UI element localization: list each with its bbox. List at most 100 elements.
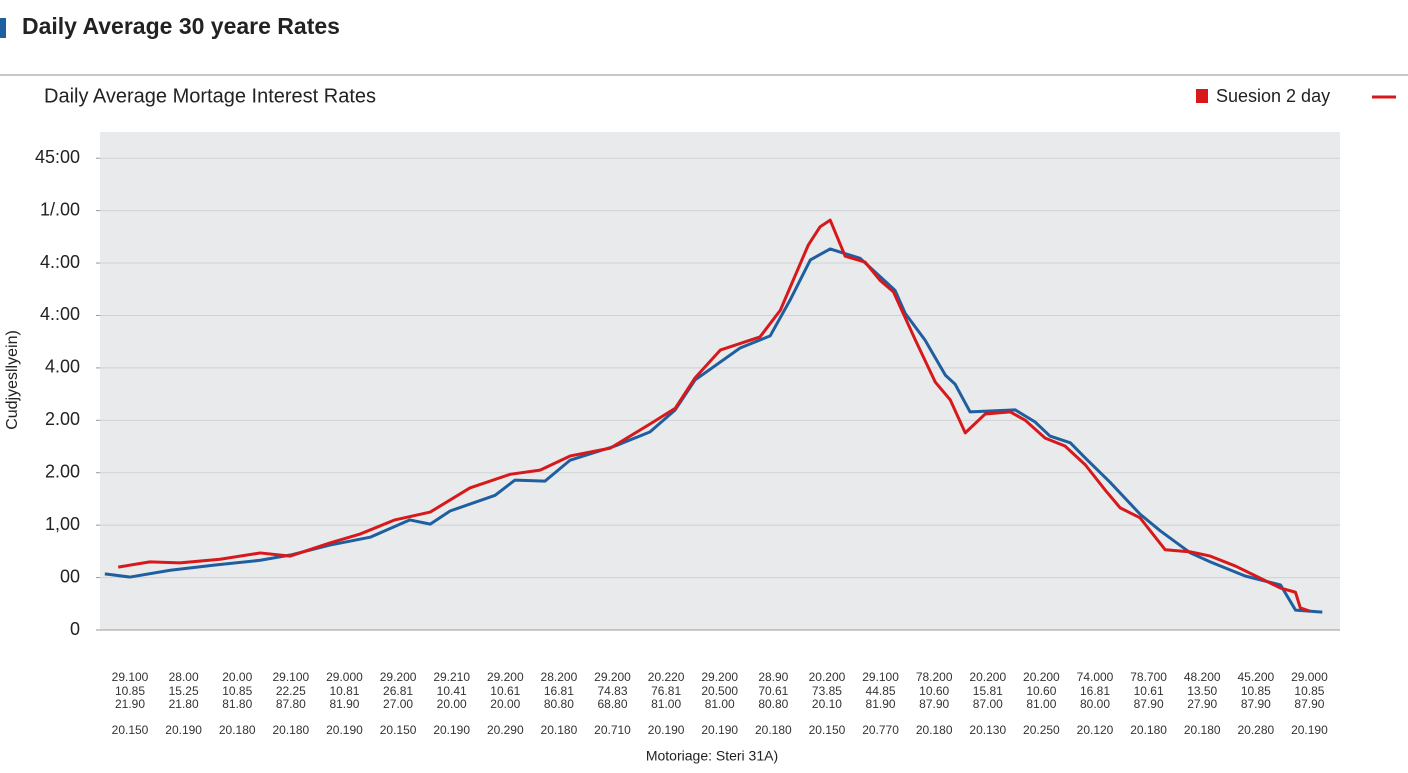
x-tick-sublabel: 20.180 xyxy=(1130,723,1167,737)
y-tick-label: 2.00 xyxy=(45,461,80,481)
x-tick-sublabel: 20.120 xyxy=(1077,723,1114,737)
x-tick-sublabel: 80.80 xyxy=(544,697,574,711)
x-tick-sublabel: 87.80 xyxy=(276,697,306,711)
x-tick-sublabel: 20.180 xyxy=(273,723,310,737)
y-tick-label: 1/.00 xyxy=(40,199,80,219)
x-tick-sublabel: 21.80 xyxy=(169,697,199,711)
x-tick-sublabel: 10.85 xyxy=(115,684,145,698)
x-tick-label: 29.000 xyxy=(326,670,363,684)
x-tick-label: 29.200 xyxy=(380,670,417,684)
x-tick-sublabel: 20.10 xyxy=(812,697,842,711)
x-tick-label: 28.200 xyxy=(541,670,578,684)
x-tick-sublabel: 20.190 xyxy=(1291,723,1328,737)
x-tick-sublabel: 74.83 xyxy=(597,684,627,698)
x-tick-sublabel: 80.00 xyxy=(1080,697,1110,711)
x-tick-label: 29.210 xyxy=(433,670,470,684)
x-tick-sublabel: 22.25 xyxy=(276,684,306,698)
x-tick-label: 20.220 xyxy=(648,670,685,684)
x-tick-label: 20.200 xyxy=(969,670,1006,684)
x-tick-sublabel: 20.500 xyxy=(701,684,738,698)
x-tick-sublabel: 10.60 xyxy=(1026,684,1056,698)
y-axis-title: Cudjyesllyein) xyxy=(4,330,21,430)
x-tick-label: 29.200 xyxy=(701,670,738,684)
y-tick-label: 00 xyxy=(60,566,80,586)
x-tick-sublabel: 27.90 xyxy=(1187,697,1217,711)
x-tick-sublabel: 16.81 xyxy=(1080,684,1110,698)
y-tick-label: 4.:00 xyxy=(40,304,80,324)
y-tick-label: 0 xyxy=(70,619,80,639)
x-tick-label: 29.100 xyxy=(862,670,899,684)
y-tick-label: 1,00 xyxy=(45,514,80,534)
y-tick-label: 45:00 xyxy=(35,147,80,167)
x-tick-sublabel: 20.190 xyxy=(648,723,685,737)
x-tick-sublabel: 15.25 xyxy=(169,684,199,698)
x-tick-label: 20.200 xyxy=(809,670,846,684)
plot-area xyxy=(100,132,1340,630)
legend-label: Suesion 2 day xyxy=(1216,86,1330,106)
x-tick-sublabel: 10.81 xyxy=(329,684,359,698)
x-tick-sublabel: 20.180 xyxy=(219,723,256,737)
x-tick-sublabel: 20.150 xyxy=(380,723,417,737)
x-tick-label: 74.000 xyxy=(1077,670,1114,684)
x-tick-sublabel: 87.90 xyxy=(1294,697,1324,711)
y-tick-label: 4.00 xyxy=(45,357,80,377)
x-tick-sublabel: 10.61 xyxy=(1134,684,1164,698)
x-tick-sublabel: 73.85 xyxy=(812,684,842,698)
x-tick-sublabel: 13.50 xyxy=(1187,684,1217,698)
x-tick-sublabel: 10.41 xyxy=(437,684,467,698)
series-line xyxy=(104,247,1323,614)
y-tick-label: 4.:00 xyxy=(40,252,80,272)
x-tick-label: 29.100 xyxy=(112,670,149,684)
x-tick-sublabel: 21.90 xyxy=(115,697,145,711)
x-tick-sublabel: 44.85 xyxy=(866,684,896,698)
x-tick-label: 45.200 xyxy=(1237,670,1274,684)
x-tick-sublabel: 20.130 xyxy=(969,723,1006,737)
x-tick-sublabel: 20.00 xyxy=(437,697,467,711)
x-tick-sublabel: 68.80 xyxy=(597,697,627,711)
x-tick-label: 78.700 xyxy=(1130,670,1167,684)
chart-subtitle: Daily Average Mortage Interest Rates xyxy=(44,85,376,107)
x-tick-label: 20.200 xyxy=(1023,670,1060,684)
x-tick-sublabel: 20.290 xyxy=(487,723,524,737)
chart-title: Daily Average 30 yeare Rates xyxy=(22,13,340,39)
x-tick-sublabel: 20.150 xyxy=(809,723,846,737)
x-tick-sublabel: 20.770 xyxy=(862,723,899,737)
x-tick-sublabel: 20.190 xyxy=(165,723,202,737)
x-tick-sublabel: 10.85 xyxy=(1294,684,1324,698)
x-tick-sublabel: 81.00 xyxy=(1026,697,1056,711)
x-tick-sublabel: 87.00 xyxy=(973,697,1003,711)
x-tick-sublabel: 76.81 xyxy=(651,684,681,698)
x-tick-sublabel: 20.190 xyxy=(433,723,470,737)
x-tick-sublabel: 20.280 xyxy=(1237,723,1274,737)
x-tick-label: 28.90 xyxy=(758,670,788,684)
x-tick-sublabel: 80.80 xyxy=(758,697,788,711)
x-tick-label: 29.200 xyxy=(487,670,524,684)
x-tick-sublabel: 27.00 xyxy=(383,697,413,711)
x-tick-sublabel: 87.90 xyxy=(919,697,949,711)
legend-swatch xyxy=(1196,89,1208,103)
x-tick-label: 28.00 xyxy=(169,670,199,684)
x-tick-sublabel: 10.85 xyxy=(1241,684,1271,698)
x-tick-label: 29.200 xyxy=(594,670,631,684)
x-tick-sublabel: 20.180 xyxy=(1184,723,1221,737)
x-tick-label: 29.000 xyxy=(1291,670,1328,684)
x-tick-sublabel: 20.180 xyxy=(541,723,578,737)
x-tick-sublabel: 20.150 xyxy=(112,723,149,737)
x-tick-sublabel: 81.80 xyxy=(222,697,252,711)
x-tick-label: 48.200 xyxy=(1184,670,1221,684)
x-tick-label: 29.100 xyxy=(273,670,310,684)
y-tick-label: 2.00 xyxy=(45,409,80,429)
x-tick-sublabel: 81.00 xyxy=(705,697,735,711)
x-tick-sublabel: 20.180 xyxy=(755,723,792,737)
x-tick-sublabel: 16.81 xyxy=(544,684,574,698)
title-accent xyxy=(0,18,6,38)
x-tick-sublabel: 15.81 xyxy=(973,684,1003,698)
x-tick-sublabel: 81.90 xyxy=(329,697,359,711)
x-tick-sublabel: 10.85 xyxy=(222,684,252,698)
x-tick-sublabel: 87.90 xyxy=(1241,697,1271,711)
x-axis-title: Motoriage: Steri 31A) xyxy=(646,748,778,764)
x-tick-sublabel: 20.00 xyxy=(490,697,520,711)
x-tick-sublabel: 20.190 xyxy=(326,723,363,737)
